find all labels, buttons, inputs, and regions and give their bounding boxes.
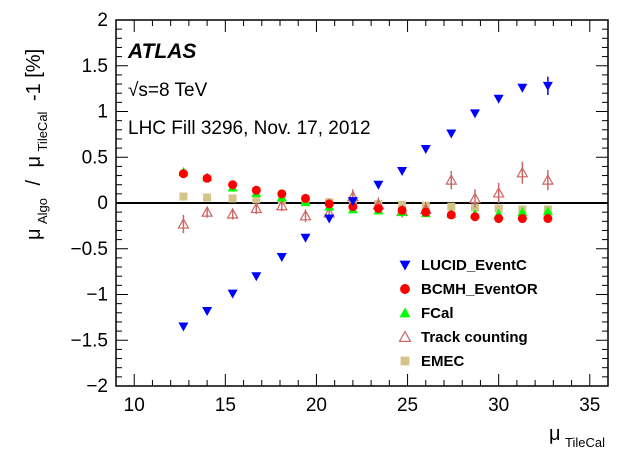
y-axis-title-unit: -1 [%] <box>23 49 45 101</box>
y-axis-title-sub-algo: Algo <box>35 198 50 224</box>
data-point <box>178 169 188 179</box>
data-point <box>177 217 190 229</box>
data-point <box>421 207 431 217</box>
data-point <box>543 214 553 224</box>
data-point <box>447 202 456 211</box>
x-tick-label: 35 <box>579 395 600 416</box>
legend-label: Track counting <box>421 329 528 346</box>
data-point <box>228 180 238 190</box>
data-point <box>201 205 214 217</box>
atlas-label: ATLAS <box>127 40 196 63</box>
data-point <box>517 214 527 224</box>
data-point <box>251 272 262 282</box>
data-point <box>373 180 384 190</box>
data-point <box>542 81 553 91</box>
data-point <box>494 214 504 224</box>
x-tick-label: 20 <box>306 395 327 416</box>
data-point <box>493 94 504 104</box>
x-axis-title-mu: μ <box>549 423 561 445</box>
data-point <box>446 129 457 139</box>
data-point <box>494 204 503 213</box>
data-point <box>250 202 263 214</box>
data-point <box>275 199 288 211</box>
data-point <box>492 186 505 198</box>
data-point <box>276 252 287 262</box>
legend-label: LUCID_EventC <box>421 257 527 274</box>
data-point <box>420 145 431 155</box>
fill-label: LHC Fill 3296, Nov. 17, 2012 <box>128 118 371 139</box>
data-point <box>226 207 239 219</box>
axis-ticks <box>115 19 609 387</box>
data-point <box>324 214 335 224</box>
x-axis-title: μ TileCal <box>549 423 605 450</box>
y-tick-label: 0.5 <box>82 147 108 168</box>
data-point <box>469 109 480 119</box>
y-tick-label: 1.5 <box>82 56 108 77</box>
legend: LUCID_EventC BCMH_EventOR FCal Track counti… <box>398 257 538 370</box>
data-point <box>348 202 358 212</box>
data-point <box>179 192 188 201</box>
data-point <box>468 192 481 204</box>
data-point <box>324 199 334 209</box>
y-axis-title: μ Algo / μ TileCal -1 [%] <box>23 49 51 240</box>
legend-marker <box>400 356 410 366</box>
data-point <box>203 193 212 202</box>
data-point <box>445 173 458 185</box>
energy-label: √s=8 TeV <box>128 80 208 101</box>
series-track-counting <box>177 161 554 234</box>
svg-text:μ Algo / μ: μ Algo / μ TileCal -1 [%] <box>23 49 51 240</box>
series-bcmh-eventor <box>178 169 553 224</box>
data-point <box>347 197 358 207</box>
y-axis-title-mu: μ <box>23 228 45 240</box>
data-point <box>277 189 287 199</box>
data-point <box>228 194 237 203</box>
y-tick-label: −1 <box>86 285 108 306</box>
data-point <box>397 205 407 215</box>
data-point <box>517 83 528 93</box>
data-point <box>202 173 212 183</box>
y-axis-title-sub-tilecal: TileCal <box>35 111 50 151</box>
y-tick-label: −0.5 <box>70 239 108 260</box>
data-marks <box>177 76 554 332</box>
y-tick-label: 2 <box>97 10 108 31</box>
legend-marker <box>399 307 411 318</box>
x-tick-label: 15 <box>215 395 236 416</box>
data-point <box>202 306 213 316</box>
data-point <box>542 206 553 216</box>
data-point <box>252 195 261 204</box>
data-point <box>470 212 480 222</box>
x-tick-label: 10 <box>124 395 145 416</box>
legend-marker <box>398 330 412 342</box>
data-point <box>541 173 554 185</box>
y-tick-label: −2 <box>86 376 108 397</box>
series-lucid-eventc <box>178 76 553 332</box>
legend-marker <box>400 284 410 294</box>
y-tick-label: 0 <box>97 193 108 214</box>
data-point <box>517 207 528 217</box>
data-point <box>373 203 383 213</box>
data-point <box>446 210 456 220</box>
data-point <box>516 166 529 178</box>
y-tick-label: −1.5 <box>70 330 108 351</box>
y-tick-label: 1 <box>97 102 108 123</box>
data-point <box>178 322 189 332</box>
data-point <box>397 166 408 176</box>
axis-tick-labels: 10 15 20 25 30 35 −2 −1.5 −1 −0.5 0 0.5 1 1.5 2 <box>70 10 600 416</box>
legend-marker <box>399 260 411 271</box>
data-point <box>227 289 238 299</box>
legend-label: EMEC <box>421 353 465 370</box>
data-point <box>299 209 312 221</box>
x-axis-title-sub: TileCal <box>565 435 605 450</box>
x-tick-label: 25 <box>397 395 418 416</box>
data-point <box>301 193 311 203</box>
data-point <box>251 185 261 195</box>
y-axis-title-mu2: μ <box>23 156 45 168</box>
x-tick-label: 30 <box>488 395 509 416</box>
legend-label: BCMH_EventOR <box>421 281 538 298</box>
y-axis-title-slash: / <box>23 180 45 186</box>
legend-label: FCal <box>421 305 454 322</box>
data-point <box>300 233 311 243</box>
